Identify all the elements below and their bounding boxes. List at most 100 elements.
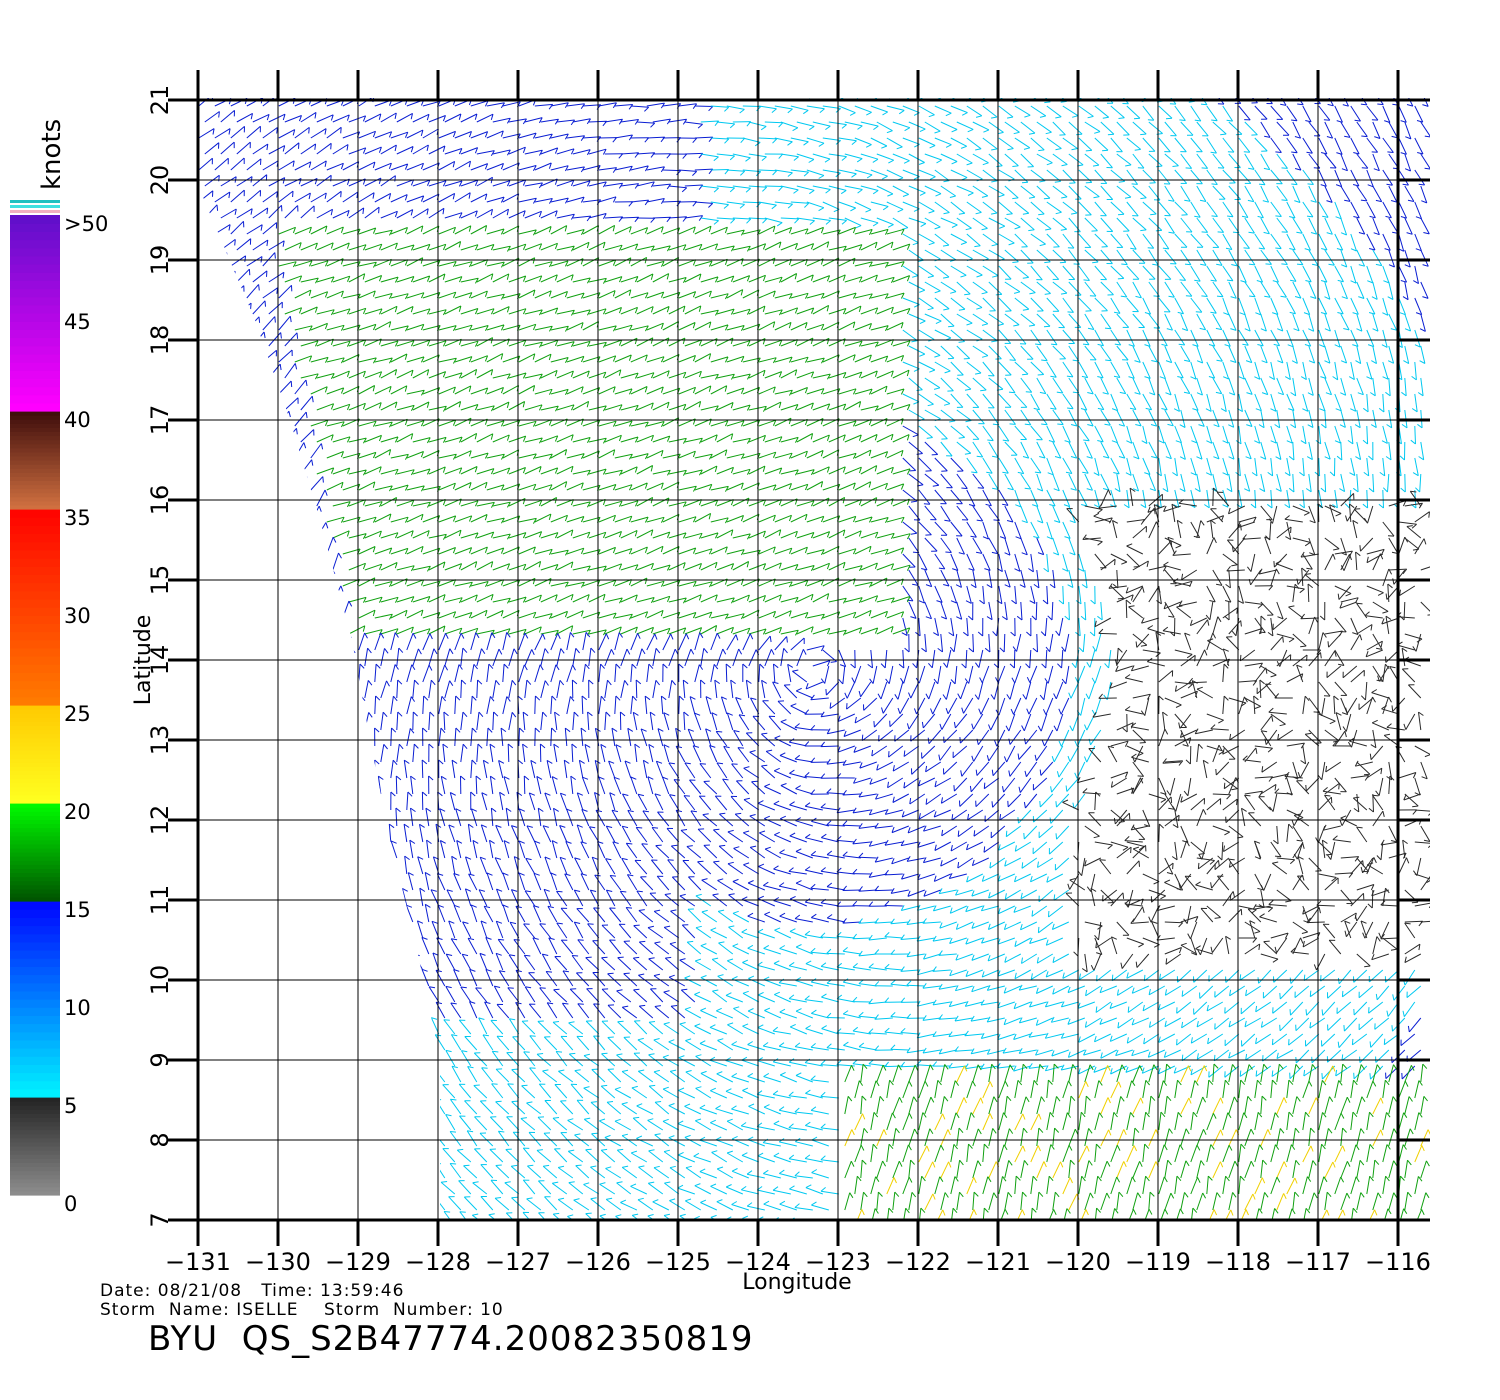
wind-vector xyxy=(268,204,282,219)
wind-vector-barb xyxy=(1038,149,1045,152)
wind-vector-barb xyxy=(426,180,431,186)
wind-vector-barb xyxy=(257,552,262,559)
wind-vector xyxy=(1238,297,1246,315)
wind-vector xyxy=(1078,489,1088,507)
wind-vector xyxy=(278,380,292,395)
wind-vector-barb xyxy=(761,156,767,161)
wind-vector-barb xyxy=(818,207,825,212)
wind-vector-barb xyxy=(272,379,276,386)
wind-vector xyxy=(678,450,696,459)
wind-vector-barb xyxy=(1360,103,1367,106)
wind-vector xyxy=(460,432,477,443)
wind-vector xyxy=(1142,233,1155,249)
wind-vector-barb xyxy=(1087,115,1094,119)
wind-vector xyxy=(364,501,383,507)
wind-vector xyxy=(774,201,793,205)
wind-vector-barb xyxy=(772,290,776,297)
wind-vector-barb xyxy=(548,419,553,426)
wind-vector xyxy=(236,332,250,347)
wind-vector xyxy=(1078,137,1093,151)
wind-vector xyxy=(710,226,728,235)
wind-vector-barb xyxy=(772,170,778,176)
wind-vector-barb xyxy=(960,241,967,245)
wind-vector xyxy=(1110,361,1121,378)
wind-vector xyxy=(364,243,382,251)
wind-vector-barb xyxy=(228,224,231,231)
wind-vector-barb xyxy=(778,467,783,474)
wind-vector xyxy=(1398,521,1417,525)
wind-vector xyxy=(604,500,623,507)
wind-vector xyxy=(262,316,276,331)
wind-vector xyxy=(1254,265,1264,283)
wind-vector-barb xyxy=(292,554,296,560)
wind-vector-barb xyxy=(858,401,862,408)
wind-vector-barb xyxy=(468,418,472,425)
wind-vector xyxy=(732,153,751,159)
wind-vector xyxy=(924,313,942,322)
wind-vector-barb xyxy=(410,209,414,216)
wind-vector xyxy=(918,521,932,536)
wind-vector-barb xyxy=(1386,183,1393,186)
wind-vector xyxy=(732,217,751,220)
wind-vector xyxy=(1020,441,1030,459)
wind-vector-barb xyxy=(1387,296,1394,300)
wind-vector xyxy=(460,340,479,347)
wind-vector-barb xyxy=(906,308,911,315)
wind-vector xyxy=(822,321,840,331)
wind-vector xyxy=(524,275,542,283)
wind-vector xyxy=(854,581,873,587)
wind-vector-barb xyxy=(378,146,382,153)
wind-vector-barb xyxy=(740,137,746,144)
wind-vector-barb xyxy=(824,158,831,163)
wind-vector xyxy=(294,538,305,555)
wind-vector-barb xyxy=(1387,151,1394,153)
wind-vector xyxy=(438,453,457,459)
wind-vector xyxy=(374,229,393,235)
wind-vector-barb xyxy=(1386,424,1392,429)
wind-vector xyxy=(966,201,982,213)
wind-vector-barb xyxy=(340,325,345,331)
wind-vector-barb xyxy=(730,337,734,345)
wind-vector-barb xyxy=(1177,376,1184,379)
wind-vector xyxy=(310,505,320,523)
wind-vector xyxy=(902,361,920,370)
wind-vector-barb xyxy=(809,220,815,225)
wind-vector-barb xyxy=(698,438,703,444)
wind-vector xyxy=(662,256,679,267)
wind-vector xyxy=(956,473,968,489)
wind-vector xyxy=(684,243,703,251)
wind-vector xyxy=(678,485,697,491)
wind-vector-barb xyxy=(739,204,745,209)
wind-vector xyxy=(556,499,574,507)
wind-vector xyxy=(998,297,1012,312)
wind-vector xyxy=(1228,409,1235,428)
wind-vector-barb xyxy=(410,146,414,153)
wind-vector-barb xyxy=(452,454,457,460)
wind-vector-barb xyxy=(872,190,879,195)
wind-vector xyxy=(1158,540,1172,555)
wind-vector-barb xyxy=(410,179,415,186)
wind-vector xyxy=(886,201,904,210)
wind-vector-barb xyxy=(1411,523,1417,529)
wind-vector-barb xyxy=(1344,503,1350,509)
wind-vector xyxy=(1334,105,1343,123)
wind-vector-barb xyxy=(1183,391,1190,394)
wind-vector xyxy=(892,153,910,162)
wind-vector xyxy=(1308,217,1318,235)
wind-vector-barb xyxy=(1039,115,1046,118)
wind-vector xyxy=(1132,409,1142,427)
wind-vector-barb xyxy=(330,242,334,249)
wind-vector xyxy=(1228,153,1241,168)
wind-vector xyxy=(310,225,328,235)
wind-vector-barb xyxy=(928,210,935,214)
wind-vector xyxy=(764,276,783,283)
wind-vector xyxy=(1254,361,1261,380)
wind-vector xyxy=(540,497,557,507)
wind-vector xyxy=(422,128,439,139)
wind-vector xyxy=(1094,361,1104,379)
wind-vector-barb xyxy=(228,192,231,199)
wind-vector xyxy=(604,369,622,379)
wind-vector-barb xyxy=(1054,180,1061,183)
wind-vector xyxy=(582,484,601,491)
wind-vector xyxy=(316,242,334,251)
